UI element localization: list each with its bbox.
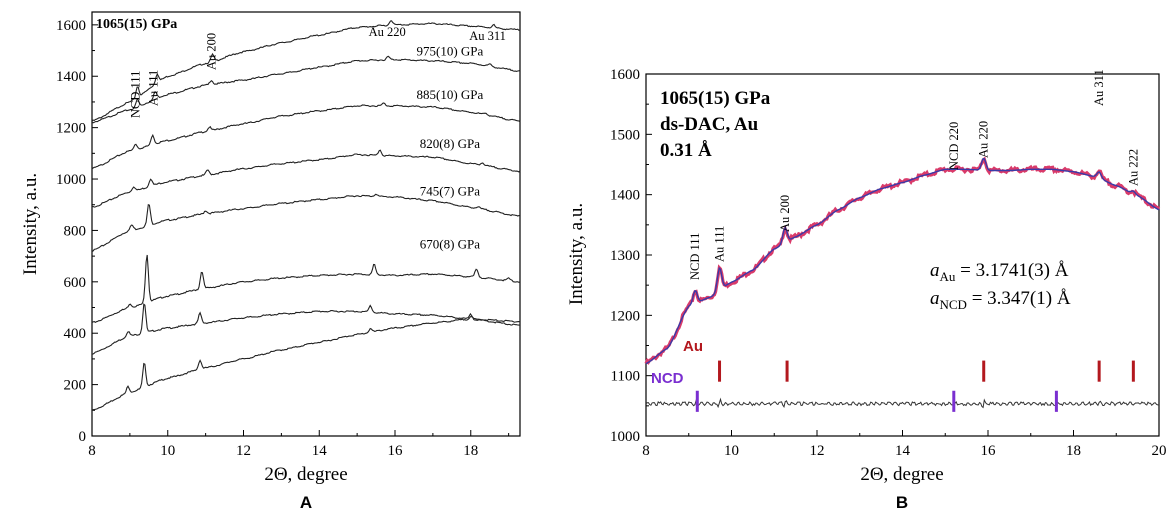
panel-a-ytick-label: 400 — [64, 326, 87, 342]
lattice-au: aAu = 3.1741(3) Å — [930, 260, 1069, 284]
panel-a-xtick-label: 14 — [312, 443, 328, 459]
panel-a-xtick-label: 18 — [463, 443, 478, 459]
panel-b-xtick-label: 18 — [1066, 443, 1081, 459]
panel-a-pattern-1 — [91, 55, 521, 124]
panel-b-xtick-label: 8 — [642, 443, 650, 459]
panel-b-ytick-label: 1000 — [610, 429, 640, 445]
panel-b-xtick-label: 10 — [724, 443, 739, 459]
panel-a-ylabel: Intensity, a.u. — [20, 173, 41, 275]
panel-a-frame — [91, 11, 521, 437]
panel-b-annotation-line-2: ds-DAC, Au — [660, 114, 759, 135]
panel-a-ytick-label: 1200 — [56, 121, 86, 137]
panel-a-xtick-label: 8 — [88, 443, 96, 459]
panel-b-ytick-label: 1400 — [610, 188, 640, 204]
phase-label-ncd: NCD — [651, 370, 684, 387]
panel-a-peak-label: Au 311 — [469, 29, 506, 43]
panel-b: 8 10 12 14 16 18 20 1000 1100 1200 1300 1400 1500 160… — [566, 67, 1167, 512]
panel-b-peak-label: Au 220 — [977, 121, 991, 158]
panel-b-xtick-label: 12 — [810, 443, 825, 459]
panel-a-peak-label: Au 200 — [204, 33, 218, 70]
panel-a: 8 10 12 14 16 18 0 200 400 600 800 1000 1200 1400 1600… — [20, 11, 521, 512]
panel-b-ylabel: Intensity, a.u. — [566, 203, 587, 305]
panel-b-peak-label: Au 200 — [778, 195, 792, 232]
panel-b-ytick-label: 1300 — [610, 248, 640, 264]
panel-a-peak-label: Au 111 — [146, 70, 160, 106]
panel-a-ytick-label: 1000 — [56, 172, 86, 188]
panel-a-series-label: 745(7) GPa — [420, 184, 481, 199]
panel-a-annotation: 1065(15) GPa — [96, 17, 177, 32]
panel-a-series-label: 670(8) GPa — [420, 236, 481, 251]
panel-b-ytick-label: 1500 — [610, 127, 640, 143]
panel-b-xlabel: 2Θ, degree — [860, 464, 943, 485]
panel-a-pattern-0 — [91, 20, 521, 122]
panel-b-peak-label: Au 111 — [713, 226, 727, 262]
panel-b-label: B — [896, 493, 908, 512]
panel-b-difference-curve — [645, 397, 1160, 409]
panel-b-peak-label: NCD 220 — [947, 122, 961, 170]
panel-b-xtick-label: 20 — [1152, 443, 1167, 459]
panel-a-pattern-7 — [91, 316, 521, 411]
panel-b-peak-label: NCD 111 — [688, 233, 702, 280]
panel-a-xtick-label: 12 — [236, 443, 251, 459]
panel-b-peak-label: Au 311 — [1092, 69, 1106, 106]
panel-a-pattern-4 — [91, 193, 520, 253]
panel-a-ytick-label: 600 — [64, 275, 87, 291]
panel-b-xtick-label: 16 — [981, 443, 997, 459]
panel-b-annotation-line-3: 0.31 Å — [660, 140, 712, 161]
panel-a-pattern-6 — [91, 303, 521, 355]
panel-a-ytick-label: 1600 — [56, 18, 86, 34]
panel-a-pattern-2 — [91, 102, 521, 170]
panel-a-peak-label: Au 220 — [369, 25, 406, 39]
panel-b-ytick-label: 1200 — [610, 308, 640, 324]
panel-b-xtick-label: 14 — [895, 443, 911, 459]
lattice-ncd: aNCD = 3.347(1) Å — [930, 288, 1071, 312]
panel-a-ytick-label: 200 — [64, 378, 87, 394]
panel-a-xlabel: 2Θ, degree — [264, 464, 347, 485]
panel-a-label: A — [300, 493, 312, 512]
panel-b-peak-label: Au 222 — [1126, 149, 1140, 186]
phase-label-au: Au — [683, 338, 703, 355]
panel-a-series-label: 885(10) GPa — [417, 87, 484, 102]
panel-a-ytick-label: 0 — [79, 429, 87, 445]
panel-a-ytick-label: 800 — [64, 223, 87, 239]
panel-a-series-label: 820(8) GPa — [420, 136, 481, 151]
panel-a-peak-label: NCD 111 — [129, 71, 143, 118]
panel-a-xtick-label: 16 — [388, 443, 404, 459]
panel-b-fit-curve — [645, 157, 1160, 365]
panel-b-annotation-line-1: 1065(15) GPa — [660, 88, 771, 109]
panel-a-pattern-5 — [91, 254, 521, 323]
panel-a-ytick-label: 1400 — [56, 69, 86, 85]
panel-a-pattern-3 — [91, 149, 521, 208]
panel-b-ytick-label: 1100 — [611, 369, 640, 385]
panel-a-series-label: 975(10) GPa — [417, 44, 484, 59]
panel-a-xtick-label: 10 — [160, 443, 175, 459]
panel-b-ytick-label: 1600 — [610, 67, 640, 83]
